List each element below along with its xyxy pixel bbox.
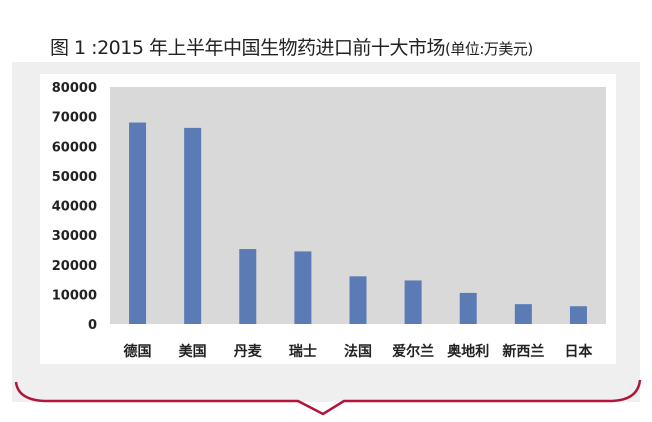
bar-法国 — [349, 276, 367, 324]
x-tick-label: 瑞士 — [289, 343, 317, 360]
x-tick-label: 德国 — [124, 343, 152, 360]
x-tick-label: 丹麦 — [234, 343, 263, 360]
title-unit: (单位:万美元) — [444, 40, 533, 58]
chart-title: 图 1 :2015 年上半年中国生物药进口前十大市场(单位:万美元) — [50, 33, 533, 60]
x-tick-label: 新西兰 — [502, 343, 544, 360]
y-tick-label: 50000 — [52, 170, 97, 185]
bar-德国 — [129, 122, 147, 324]
bar-新西兰 — [514, 304, 532, 324]
y-tick-label: 40000 — [52, 200, 97, 215]
bar-丹麦 — [239, 249, 257, 324]
y-tick-label: 30000 — [52, 229, 97, 244]
x-tick-label: 奥地利 — [447, 343, 489, 360]
bar-日本 — [569, 306, 587, 324]
bracket-decoration — [14, 379, 642, 416]
bar-爱尔兰 — [404, 280, 422, 324]
x-tick-label: 法国 — [344, 343, 372, 360]
y-tick-label: 60000 — [52, 140, 97, 155]
x-tick-label: 爱尔兰 — [392, 343, 434, 360]
y-tick-label: 20000 — [52, 259, 97, 274]
bar-美国 — [184, 127, 202, 324]
x-tick-label: 美国 — [179, 343, 207, 360]
y-tick-label: 10000 — [52, 288, 97, 303]
y-tick-label: 0 — [88, 318, 97, 333]
y-tick-label: 80000 — [52, 81, 97, 96]
bar-瑞士 — [294, 251, 312, 324]
bar-奥地利 — [459, 292, 477, 324]
y-tick-label: 70000 — [52, 111, 97, 126]
title-text: 图 1 :2015 年上半年中国生物药进口前十大市场 — [50, 37, 445, 59]
x-tick-label: 日本 — [564, 343, 593, 360]
